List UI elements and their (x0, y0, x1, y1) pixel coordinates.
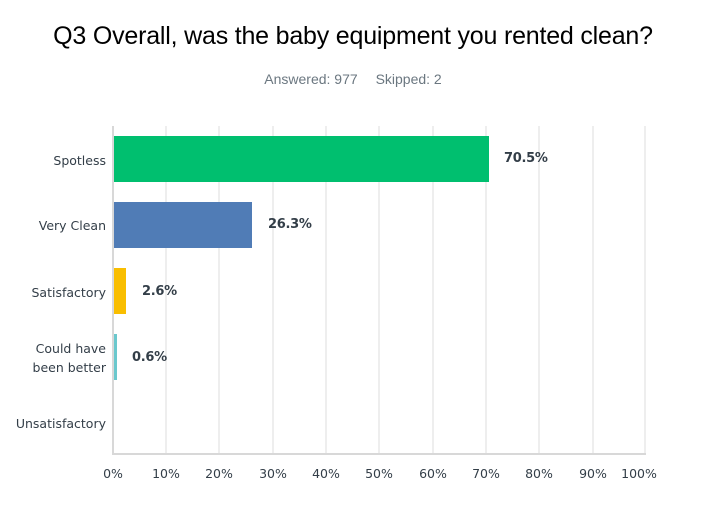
x-tick: 50% (365, 466, 393, 481)
category-label-very-clean: Very Clean (38, 218, 106, 233)
x-tick: 10% (152, 466, 180, 481)
category-label-spotless: Spotless (53, 153, 106, 168)
x-tick: 90% (579, 466, 607, 481)
x-tick: 40% (312, 466, 340, 481)
bar-spotless[interactable] (114, 136, 489, 182)
chart-title: Q3 Overall, was the baby equipment you r… (53, 22, 653, 50)
y-axis-line (112, 126, 114, 455)
gridline-10 (165, 126, 167, 455)
category-label-could-have-been-better: Could have been better (32, 341, 106, 375)
gridline-30 (272, 126, 274, 455)
value-label-could-have-been-better: 0.6% (132, 350, 167, 365)
gridline-70 (485, 126, 487, 455)
plot-area: 70.5% 26.3% 2.6% 0.6% (112, 126, 646, 455)
x-tick: 20% (205, 466, 233, 481)
category-label-unsatisfactory: Unsatisfactory (15, 416, 106, 431)
x-tick: 60% (419, 466, 447, 481)
gridline-60 (432, 126, 434, 455)
gridline-20 (218, 126, 220, 455)
answered-count: Answered: 977 (264, 71, 358, 87)
gridline-80 (538, 126, 540, 455)
bar-satisfactory[interactable] (114, 268, 126, 314)
x-tick: 0% (103, 466, 123, 481)
gridline-90 (592, 126, 594, 455)
category-label-satisfactory: Satisfactory (31, 285, 107, 300)
x-axis-line (112, 453, 646, 455)
value-label-spotless: 70.5% (504, 151, 548, 166)
bar-very-clean[interactable] (114, 202, 252, 248)
x-tick: 30% (259, 466, 287, 481)
gridline-50 (378, 126, 380, 455)
gridline-100 (644, 126, 646, 455)
value-label-very-clean: 26.3% (268, 217, 312, 232)
x-tick: 70% (472, 466, 500, 481)
bar-could-have-been-better[interactable] (114, 334, 117, 380)
skipped-count: Skipped: 2 (375, 71, 442, 87)
x-tick: 100% (621, 466, 657, 481)
value-label-satisfactory: 2.6% (142, 284, 177, 299)
gridline-40 (325, 126, 327, 455)
response-stats: Answered: 977 Skipped: 2 (0, 71, 706, 87)
x-tick: 80% (525, 466, 553, 481)
